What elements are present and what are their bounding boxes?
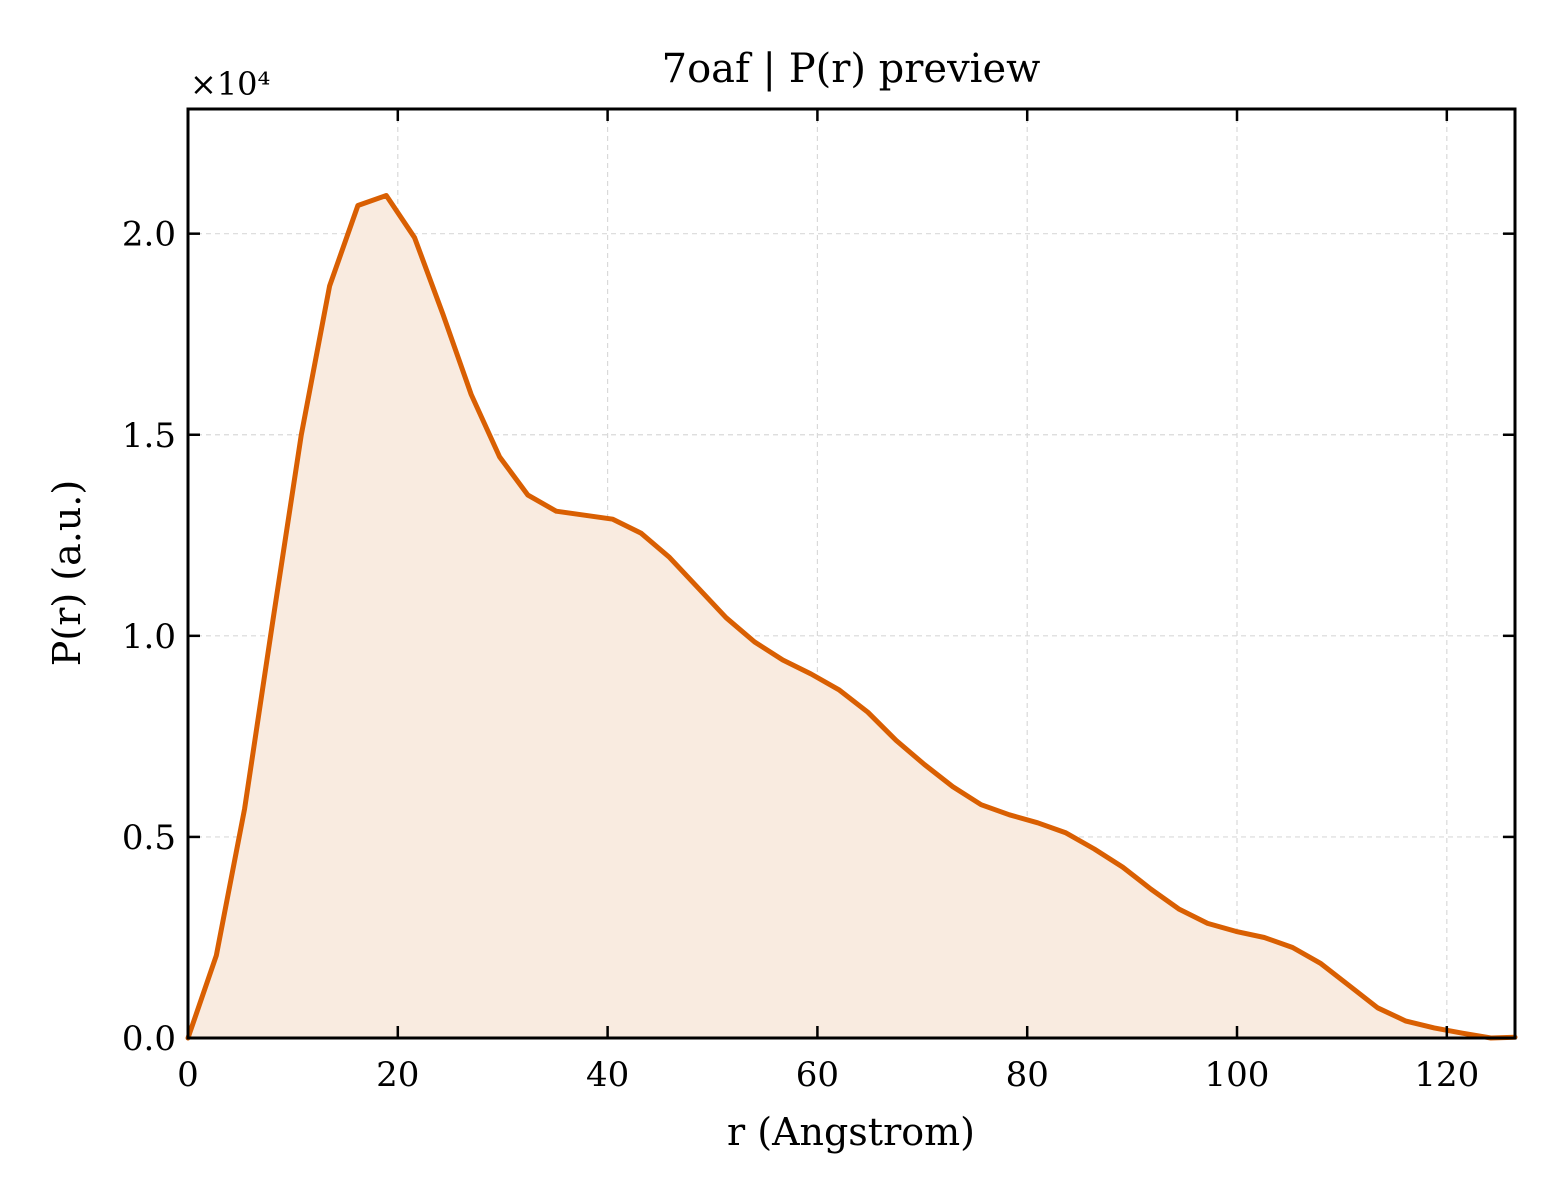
x-tick-label: 80 <box>1006 1055 1049 1095</box>
y-axis: 0.0 0.5 1.0 1.5 2.0 <box>122 215 1515 1059</box>
x-axis: 0 20 40 60 80 100 120 <box>177 109 1479 1095</box>
x-axis-label: r (Angstrom) <box>727 1110 975 1154</box>
y-scale-label: ×10⁴ <box>190 65 270 103</box>
y-tick-label: 0.5 <box>122 818 176 858</box>
y-axis-label: P(r) (a.u.) <box>45 480 89 666</box>
y-tick-label: 1.5 <box>122 416 176 456</box>
x-tick-label: 20 <box>376 1055 419 1095</box>
y-tick-label: 2.0 <box>122 215 176 255</box>
pr-line <box>185 193 1518 1041</box>
y-tick-label: 0.0 <box>122 1019 176 1059</box>
x-tick-label: 60 <box>796 1055 839 1095</box>
x-tick-label: 0 <box>177 1055 199 1095</box>
x-tick-label: 100 <box>1205 1055 1270 1095</box>
x-tick-label: 120 <box>1414 1055 1479 1095</box>
x-tick-label: 40 <box>586 1055 629 1095</box>
chart-title: 7oaf | P(r) preview <box>662 46 1041 92</box>
pr-area-fill <box>188 195 1515 1038</box>
plot-frame <box>186 107 1517 1040</box>
y-tick-label: 1.0 <box>122 617 176 657</box>
